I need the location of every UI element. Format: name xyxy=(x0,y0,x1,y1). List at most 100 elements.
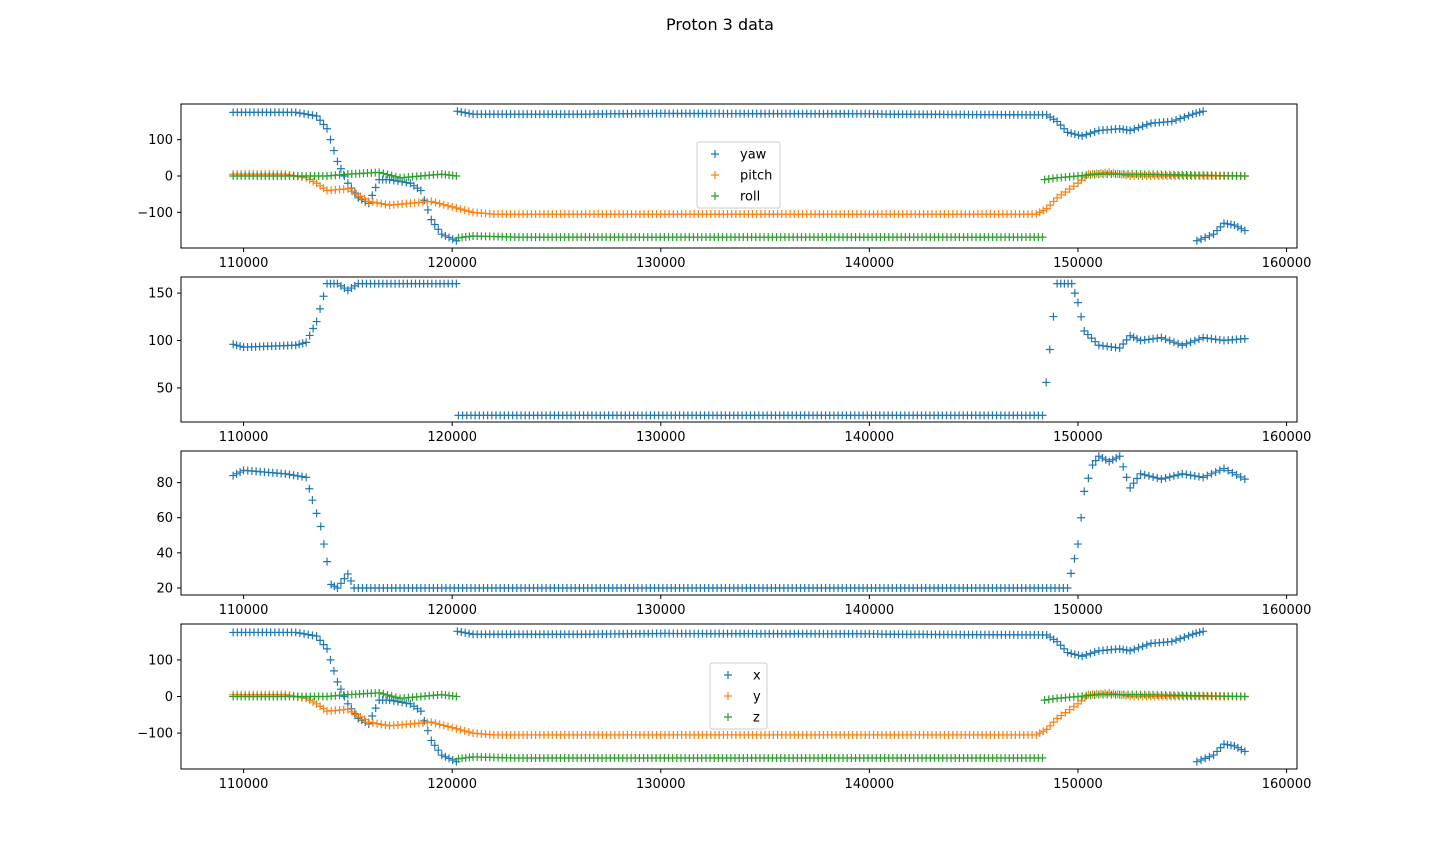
data-point xyxy=(1067,649,1076,658)
data-point xyxy=(1216,222,1225,231)
data-point xyxy=(329,146,338,155)
data-point xyxy=(1197,235,1206,244)
x-tick-label: 130000 xyxy=(636,777,686,792)
x-tick-label: 120000 xyxy=(427,777,477,792)
data-point xyxy=(1074,131,1083,140)
data-point xyxy=(305,696,314,705)
data-point xyxy=(1038,754,1047,763)
data-point xyxy=(348,187,357,196)
data-point xyxy=(1040,696,1049,705)
data-point xyxy=(1078,132,1087,140)
data-point xyxy=(448,202,457,211)
data-point xyxy=(319,292,328,301)
data-point xyxy=(379,689,388,698)
data-point xyxy=(416,707,425,716)
data-point xyxy=(316,304,325,313)
data-point xyxy=(1088,461,1097,470)
data-point xyxy=(1121,691,1130,700)
data-point xyxy=(1216,743,1225,752)
data-point xyxy=(1157,333,1166,342)
subplot-1: 110000 120000 130000 140000 150000 160000 −100… xyxy=(137,103,1311,271)
data-point xyxy=(1224,466,1233,475)
data-point xyxy=(1082,130,1091,139)
data-point xyxy=(452,172,461,180)
data-point xyxy=(236,342,245,351)
data-point xyxy=(373,719,382,728)
data-point xyxy=(452,692,461,701)
data-point xyxy=(354,714,363,723)
data-point xyxy=(1230,741,1239,750)
data-point xyxy=(1042,630,1051,639)
data-point xyxy=(1130,125,1139,134)
data-point xyxy=(1109,169,1118,178)
data-point xyxy=(1232,470,1241,479)
data-point xyxy=(1112,454,1121,463)
data-point xyxy=(298,339,307,348)
data-point xyxy=(1233,743,1242,752)
data-point xyxy=(364,197,373,206)
data-point xyxy=(1172,636,1181,645)
data-point xyxy=(1230,221,1239,230)
legend-label: roll xyxy=(740,190,760,205)
legend-marker xyxy=(711,150,719,158)
data-point xyxy=(312,112,321,120)
data-point xyxy=(1240,475,1249,484)
data-point xyxy=(1240,747,1249,756)
data-point xyxy=(371,183,380,192)
data-point xyxy=(430,741,439,750)
data-point xyxy=(461,628,470,637)
data-point xyxy=(398,177,407,186)
legend-box xyxy=(709,662,768,730)
data-point xyxy=(1042,204,1051,213)
data-point xyxy=(1063,128,1072,137)
plot-area xyxy=(229,452,1249,592)
data-point xyxy=(1190,336,1199,345)
x-tick-label: 150000 xyxy=(1053,777,1103,792)
plot-area xyxy=(229,107,1249,245)
data-point xyxy=(465,109,474,118)
data-point xyxy=(1190,471,1199,480)
data-point xyxy=(1057,190,1066,199)
data-point xyxy=(1067,569,1076,578)
data-point xyxy=(1042,110,1051,119)
y-tick-label: 100 xyxy=(148,653,173,668)
data-point xyxy=(1194,335,1203,344)
data-point xyxy=(435,720,444,729)
data-point xyxy=(1233,222,1242,231)
data-point xyxy=(312,509,321,518)
data-point xyxy=(236,468,245,477)
subplots-container: 110000 120000 130000 140000 150000 160000 −100… xyxy=(137,103,1311,792)
data-point xyxy=(1119,125,1128,134)
data-point xyxy=(343,569,352,578)
subplot-2: 110000 120000 130000 140000 150000 160000 50 10… xyxy=(148,276,1311,445)
data-point xyxy=(1219,219,1228,228)
data-point xyxy=(1186,338,1195,347)
data-point xyxy=(1101,455,1110,464)
x-tick-label: 150000 xyxy=(1053,256,1103,271)
data-point xyxy=(1192,109,1201,118)
data-point xyxy=(323,557,332,566)
data-point xyxy=(461,108,470,117)
data-point xyxy=(1038,233,1047,242)
x-tick-label: 120000 xyxy=(427,603,477,618)
x-tick-label: 140000 xyxy=(845,777,895,792)
data-point xyxy=(1188,110,1197,119)
data-point xyxy=(1105,168,1114,177)
data-point xyxy=(1209,751,1218,760)
data-point xyxy=(445,754,454,763)
data-point xyxy=(373,198,382,207)
data-point xyxy=(308,496,317,505)
data-point xyxy=(1053,193,1062,202)
data-point xyxy=(387,692,396,701)
data-point xyxy=(1192,629,1201,638)
legend-label: x xyxy=(753,669,761,684)
legend-marker xyxy=(724,671,732,679)
data-point xyxy=(391,172,400,181)
data-point xyxy=(430,220,439,229)
data-point xyxy=(293,471,302,480)
data-point xyxy=(1157,475,1166,484)
data-point xyxy=(340,692,349,701)
data-point xyxy=(1119,339,1128,348)
data-point xyxy=(441,231,450,240)
data-point xyxy=(1197,756,1206,765)
